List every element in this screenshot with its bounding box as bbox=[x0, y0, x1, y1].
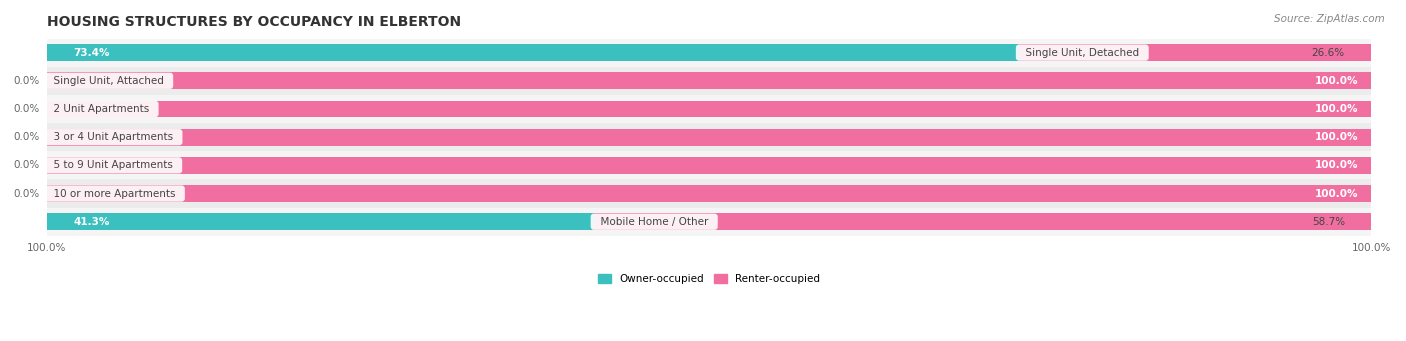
Text: Mobile Home / Other: Mobile Home / Other bbox=[593, 217, 714, 227]
Bar bbox=[46, 151, 1371, 179]
Bar bbox=[46, 208, 1371, 236]
Text: HOUSING STRUCTURES BY OCCUPANCY IN ELBERTON: HOUSING STRUCTURES BY OCCUPANCY IN ELBER… bbox=[46, 15, 461, 29]
Bar bbox=[46, 123, 1371, 151]
Text: 100.0%: 100.0% bbox=[1315, 189, 1358, 198]
Bar bbox=[46, 95, 1371, 123]
Bar bbox=[46, 44, 1019, 61]
Bar bbox=[46, 129, 1371, 146]
Text: Single Unit, Attached: Single Unit, Attached bbox=[46, 76, 170, 86]
Text: 0.0%: 0.0% bbox=[14, 160, 41, 170]
Text: 0.0%: 0.0% bbox=[14, 132, 41, 142]
Text: 2 Unit Apartments: 2 Unit Apartments bbox=[46, 104, 156, 114]
Text: 100.0%: 100.0% bbox=[1315, 132, 1358, 142]
Text: 41.3%: 41.3% bbox=[73, 217, 110, 227]
Text: Single Unit, Detached: Single Unit, Detached bbox=[1019, 48, 1146, 58]
Text: 26.6%: 26.6% bbox=[1312, 48, 1344, 58]
Text: 100.0%: 100.0% bbox=[1315, 76, 1358, 86]
Text: 0.0%: 0.0% bbox=[14, 104, 41, 114]
Text: 10 or more Apartments: 10 or more Apartments bbox=[46, 189, 181, 198]
Text: 3 or 4 Unit Apartments: 3 or 4 Unit Apartments bbox=[46, 132, 180, 142]
Bar bbox=[593, 213, 1371, 230]
Bar bbox=[46, 185, 1371, 202]
Bar bbox=[46, 179, 1371, 208]
Legend: Owner-occupied, Renter-occupied: Owner-occupied, Renter-occupied bbox=[593, 270, 824, 288]
Text: 100.0%: 100.0% bbox=[1315, 104, 1358, 114]
Bar bbox=[1019, 44, 1371, 61]
Text: Source: ZipAtlas.com: Source: ZipAtlas.com bbox=[1274, 14, 1385, 24]
Text: 100.0%: 100.0% bbox=[1315, 160, 1358, 170]
Bar bbox=[46, 213, 593, 230]
Bar bbox=[46, 72, 1371, 89]
Text: 0.0%: 0.0% bbox=[14, 189, 41, 198]
Bar bbox=[46, 101, 1371, 117]
Bar bbox=[46, 67, 1371, 95]
Text: 58.7%: 58.7% bbox=[1312, 217, 1344, 227]
Bar bbox=[46, 157, 1371, 174]
Bar bbox=[46, 39, 1371, 67]
Text: 73.4%: 73.4% bbox=[73, 48, 110, 58]
Text: 0.0%: 0.0% bbox=[14, 76, 41, 86]
Text: 5 to 9 Unit Apartments: 5 to 9 Unit Apartments bbox=[46, 160, 179, 170]
